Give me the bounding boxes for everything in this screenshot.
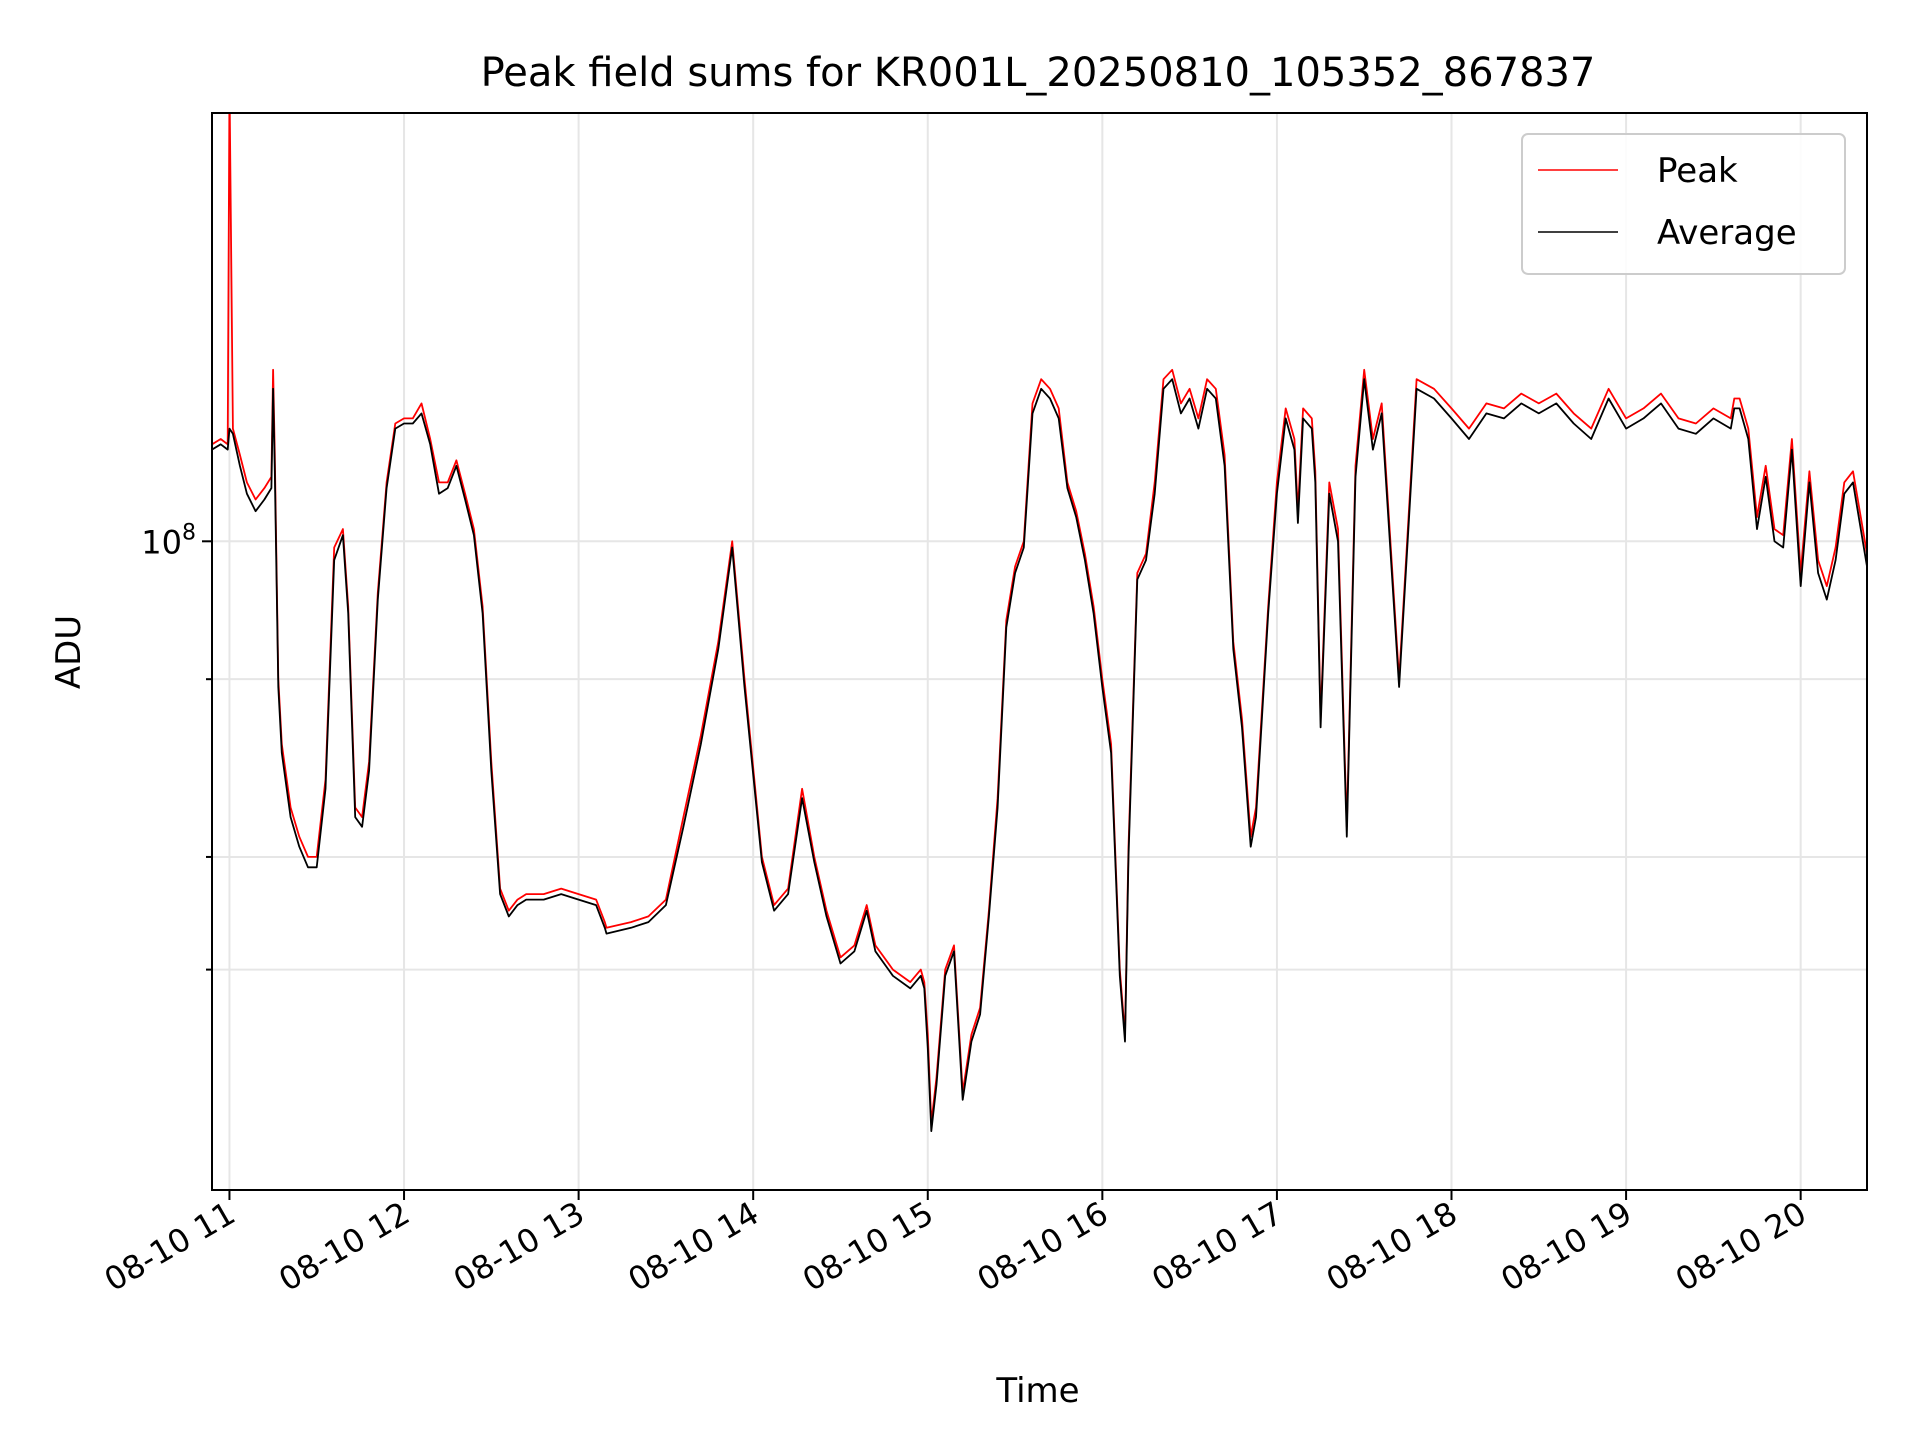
legend-label-average: Average (1657, 213, 1797, 253)
legend-label-peak: Peak (1657, 151, 1738, 191)
legend-box (1521, 133, 1846, 275)
y-axis-label: ADU (49, 615, 89, 689)
y-axis: 108 (141, 520, 212, 971)
legend: Peak Average (1521, 133, 1846, 275)
series-line-average (212, 378, 1867, 1132)
chart-title: Peak field sums for KR001L_20250810_1053… (481, 50, 1596, 96)
series-line-peak (212, 113, 1867, 1124)
x-axis-label: Time (995, 1371, 1079, 1411)
y-tick-label: 108 (141, 520, 196, 561)
grid (212, 113, 1867, 1190)
series-layer (212, 113, 1867, 1132)
plot-frame (211, 112, 1868, 1191)
